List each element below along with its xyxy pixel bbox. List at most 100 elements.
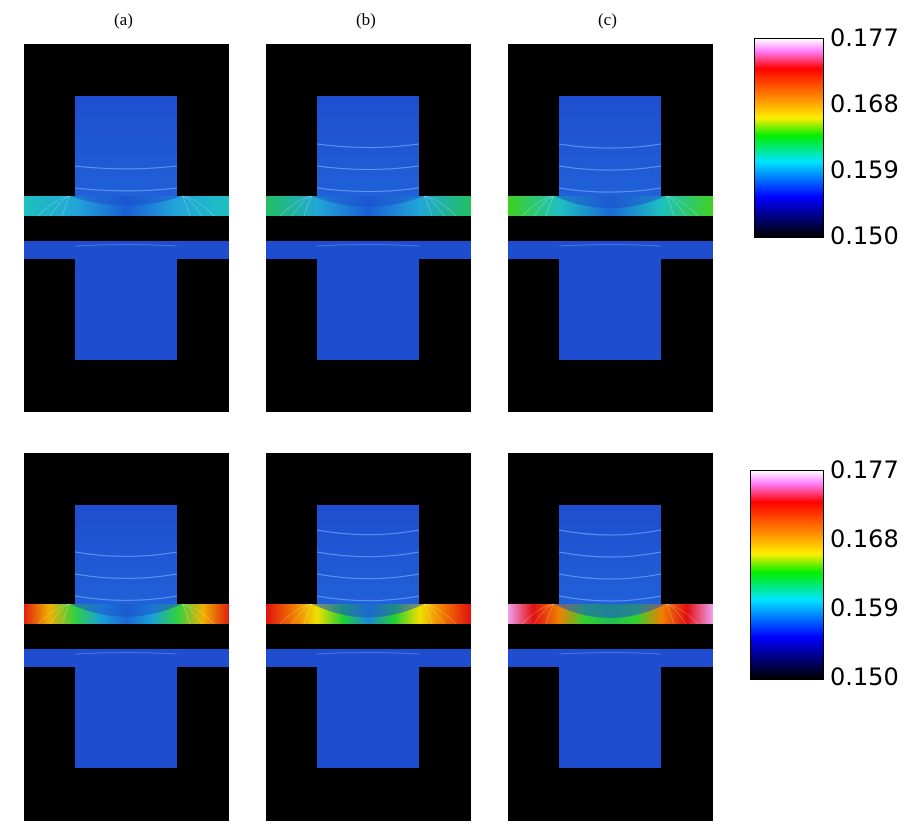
contour-line — [37, 603, 71, 625]
contour-line — [181, 603, 191, 625]
contour-line — [279, 195, 313, 217]
contour-line — [665, 603, 699, 625]
colorbar-bottom-tick-2: 0.168 — [830, 525, 899, 553]
contour-line — [423, 195, 433, 217]
colorbar-top-tick-2: 0.168 — [830, 90, 899, 118]
lower-block — [559, 259, 661, 360]
contour-line — [181, 195, 203, 217]
panel-top-c — [508, 44, 713, 412]
contour-line — [279, 603, 313, 625]
contour-line — [49, 195, 71, 217]
contour-line — [316, 143, 420, 148]
contact-arc — [70, 196, 182, 206]
field-plot — [266, 505, 471, 768]
panel-bottom-b — [266, 453, 471, 821]
contour-line — [74, 165, 178, 170]
contour-line — [665, 195, 699, 217]
contour-line — [521, 603, 555, 625]
colorbar-top-tick-3: 0.159 — [830, 156, 899, 184]
contour-line — [74, 551, 178, 557]
contour-line — [303, 603, 313, 625]
lower-plate — [508, 241, 713, 259]
contour-line — [423, 603, 433, 625]
contour-line — [316, 595, 420, 602]
field-plot — [508, 505, 713, 768]
column-label-b: (b) — [356, 10, 376, 29]
contour-line — [74, 244, 178, 247]
contour-line — [423, 195, 457, 217]
lower-block — [317, 259, 419, 360]
contour-line — [316, 187, 420, 192]
contour-line — [423, 603, 445, 625]
colorbar-top-tick-max: 0.177 — [830, 24, 899, 52]
panel-bottom-a — [24, 453, 229, 821]
contour-line — [316, 244, 420, 247]
panel-top-b — [266, 44, 471, 412]
colorbar-bottom-tick-min: 0.150 — [830, 663, 899, 691]
contact-arc — [554, 604, 666, 618]
contour-line — [665, 195, 675, 217]
contour-line — [558, 652, 662, 655]
lower-block — [559, 667, 661, 768]
contour-line — [61, 195, 71, 217]
contour-line — [545, 195, 555, 217]
upper-block — [75, 96, 177, 196]
contour-line — [558, 595, 662, 602]
field-plot — [508, 96, 713, 360]
contact-arc — [554, 196, 666, 209]
lower-block — [75, 259, 177, 360]
panel-bottom-c — [508, 453, 713, 821]
contour-line — [665, 603, 687, 625]
contour-line — [521, 195, 555, 217]
contour-line — [533, 603, 555, 625]
contour-line — [558, 573, 662, 580]
lower-plate — [24, 241, 229, 259]
contour-line — [316, 652, 420, 655]
contour-line — [37, 195, 71, 217]
contour-line — [291, 195, 313, 217]
contour-line — [291, 603, 313, 625]
contour-line — [181, 195, 215, 217]
colorbar-bottom-tick-3: 0.159 — [830, 594, 899, 622]
contour-line — [558, 529, 662, 536]
lower-plate — [508, 649, 713, 667]
contour-line — [74, 652, 178, 655]
lower-block — [75, 667, 177, 768]
colorbar-top-tick-min: 0.150 — [830, 222, 899, 250]
lower-plate — [266, 241, 471, 259]
lower-plate — [24, 649, 229, 667]
contour-line — [316, 573, 420, 580]
contour-line — [558, 187, 662, 193]
contour-line — [665, 603, 675, 625]
contour-line — [181, 195, 191, 217]
column-label-a: (a) — [114, 10, 133, 29]
field-plot — [266, 96, 471, 360]
contour-line — [61, 603, 71, 625]
field-plot — [24, 505, 229, 768]
contour-line — [316, 165, 420, 170]
contact-arc — [312, 196, 424, 207]
contour-line — [423, 603, 457, 625]
lower-plate — [266, 649, 471, 667]
colorbar-bottom-tick-max: 0.177 — [830, 456, 899, 484]
contour-line — [558, 244, 662, 247]
contact-arc — [70, 604, 182, 617]
contour-line — [533, 195, 555, 217]
contour-line — [181, 603, 203, 625]
contour-line — [423, 195, 445, 217]
contour-line — [558, 551, 662, 558]
contour-line — [181, 603, 215, 625]
contour-line — [303, 195, 313, 217]
field-plot — [24, 96, 229, 360]
contact-arc — [312, 604, 424, 618]
contour-line — [545, 603, 555, 625]
contour-line — [74, 187, 178, 192]
contour-line — [665, 195, 687, 217]
contour-line — [558, 165, 662, 171]
colorbar-bottom — [750, 470, 824, 680]
column-label-c: (c) — [598, 10, 617, 29]
upper-plate-band — [24, 196, 229, 216]
contour-line — [316, 551, 420, 558]
lower-block — [317, 667, 419, 768]
contour-line — [74, 595, 178, 601]
